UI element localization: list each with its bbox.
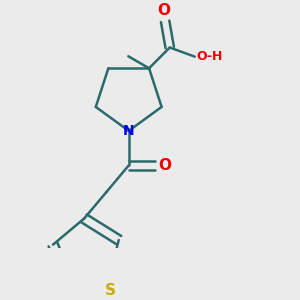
Text: O: O	[158, 158, 172, 173]
Text: O: O	[157, 3, 170, 18]
Text: O-H: O-H	[196, 50, 223, 63]
Text: N: N	[123, 124, 134, 138]
Text: S: S	[105, 284, 116, 298]
